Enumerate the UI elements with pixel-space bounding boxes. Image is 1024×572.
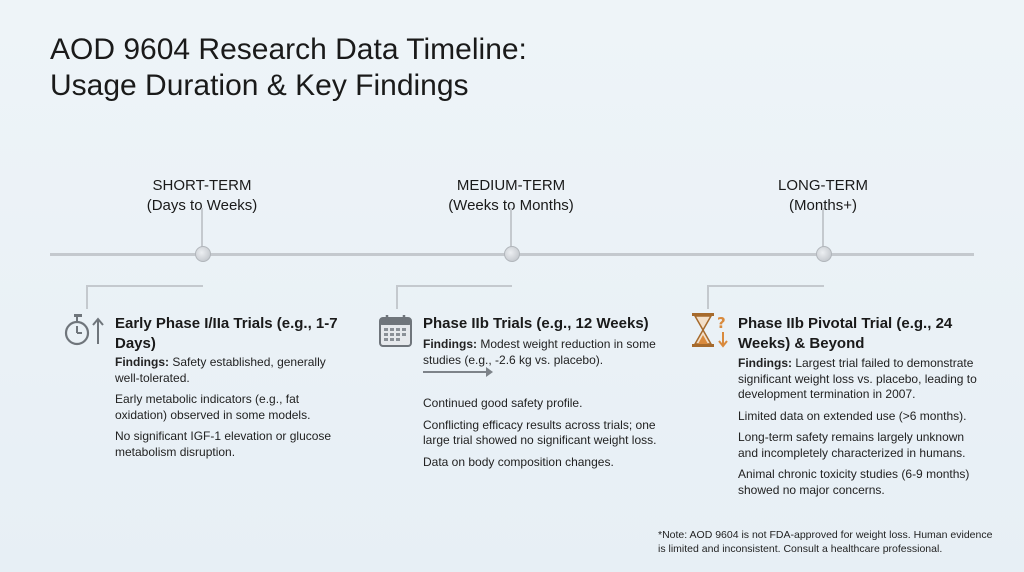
phase-heading-sublabel: (Days to Weeks) (146, 197, 258, 214)
findings-text: Safety established, generally well-toler… (115, 355, 326, 385)
calendar-icon (378, 313, 414, 354)
timeline-connector (707, 285, 824, 309)
timeline-node-short-term (195, 246, 211, 262)
card-title-line: Early Phase I/IIa Trials (e.g., 1-7 (115, 315, 338, 332)
phase-heading-long-term: LONG-TERM (Months+) (713, 176, 933, 216)
card-body-medium-term: Findings: Modest weight reduction in som… (423, 337, 658, 476)
finding-item: Data on body composition changes. (423, 454, 614, 469)
phase-heading-label: MEDIUM-TERM (456, 177, 566, 194)
finding-item: Long-term safety remains largely unknown… (738, 430, 966, 460)
card-title-line: Days) (115, 335, 156, 352)
finding-item: Early metabolic indicators (e.g., fat ox… (115, 392, 311, 422)
hourglass-question-icon: ? (690, 311, 732, 354)
timeline-tick (822, 208, 824, 248)
phase-heading-label: SHORT-TERM (152, 177, 252, 194)
timeline-connector (396, 285, 512, 309)
finding-item: Limited data on extended use (>6 months)… (738, 408, 967, 423)
arrow-right-icon (423, 367, 493, 377)
findings-paragraph: Findings: Modest weight reduction in som… (423, 337, 658, 368)
card-body-long-term: Findings: Largest trial failed to demons… (738, 356, 980, 504)
phase-heading-short-term: SHORT-TERM (Days to Weeks) (92, 176, 312, 216)
finding-item: Conflicting efficacy results across tria… (423, 417, 657, 448)
findings-label: Findings: (738, 356, 792, 370)
card-title-line: Phase IIb Trials (e.g., 12 Weeks) (423, 315, 649, 332)
findings-paragraph: Findings: Largest trial failed to demons… (738, 356, 980, 403)
phase-heading-medium-term: MEDIUM-TERM (Weeks to Months) (401, 176, 621, 216)
findings-paragraph: Findings: Safety established, generally … (115, 355, 347, 386)
title-line-2: Usage Duration & Key Findings (50, 69, 469, 102)
finding-item: No significant IGF-1 elevation or glucos… (115, 429, 332, 459)
title-line-1: AOD 9604 Research Data Timeline: (50, 33, 527, 66)
svg-text:?: ? (717, 314, 726, 332)
card-title-medium-term: Phase IIb Trials (e.g., 12 Weeks) (423, 314, 673, 334)
card-title-long-term: Phase IIb Pivotal Trial (e.g., 24 Weeks)… (738, 314, 988, 354)
card-title-line: Weeks) & Beyond (738, 335, 865, 352)
page-title: AOD 9604 Research Data Timeline: Usage D… (50, 32, 527, 104)
note-line: is limited and inconsistent. Consult a h… (658, 543, 943, 555)
findings-label: Findings: (423, 337, 477, 351)
card-title-short-term: Early Phase I/IIa Trials (e.g., 1-7 Days… (115, 314, 365, 354)
timeline-tick (201, 208, 203, 248)
timeline-node-long-term (816, 246, 832, 262)
stopwatch-arrow-up-icon (62, 312, 108, 353)
note-line: *Note: AOD 9604 is not FDA-approved for … (658, 529, 993, 541)
finding-item: Animal chronic toxicity studies (6-9 mon… (738, 467, 970, 497)
timeline-node-medium-term (504, 246, 520, 262)
phase-heading-sublabel: (Weeks to Months) (448, 197, 574, 214)
card-body-short-term: Findings: Safety established, generally … (115, 355, 347, 466)
card-title-line: Phase IIb Pivotal Trial (e.g., 24 (738, 315, 953, 332)
phase-heading-sublabel: (Months+) (789, 197, 857, 214)
timeline-tick (510, 208, 512, 248)
findings-text: Largest trial failed to demonstrate sign… (738, 356, 977, 401)
findings-text: Modest weight reduction in some studies … (423, 337, 656, 367)
timeline-connector (86, 285, 203, 309)
disclaimer-note: *Note: AOD 9604 is not FDA-approved for … (658, 528, 992, 556)
finding-item: Continued good safety profile. (423, 396, 583, 410)
findings-label: Findings: (115, 355, 169, 369)
phase-heading-label: LONG-TERM (778, 177, 868, 194)
